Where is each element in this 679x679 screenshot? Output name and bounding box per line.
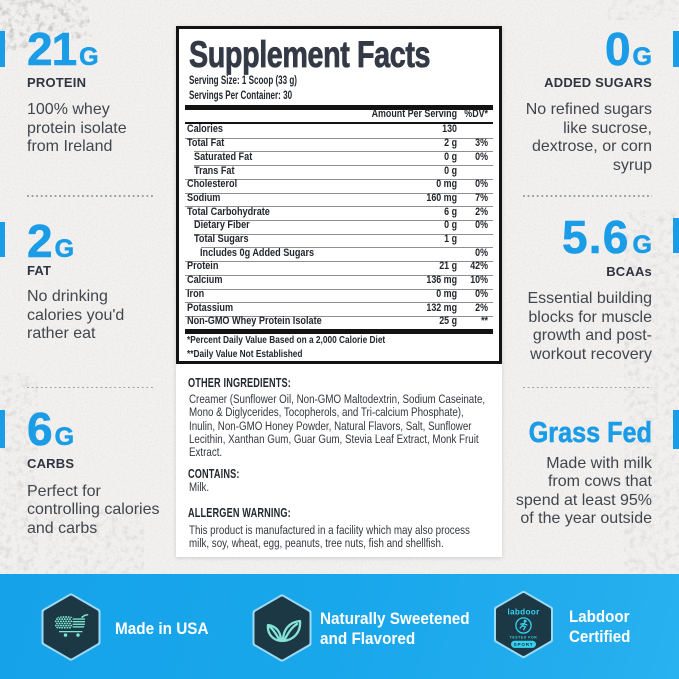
svg-text:TESTED FOR: TESTED FOR bbox=[510, 636, 537, 640]
svg-text:labdoor: labdoor bbox=[507, 608, 540, 617]
svg-text:SPORT: SPORT bbox=[514, 642, 534, 647]
